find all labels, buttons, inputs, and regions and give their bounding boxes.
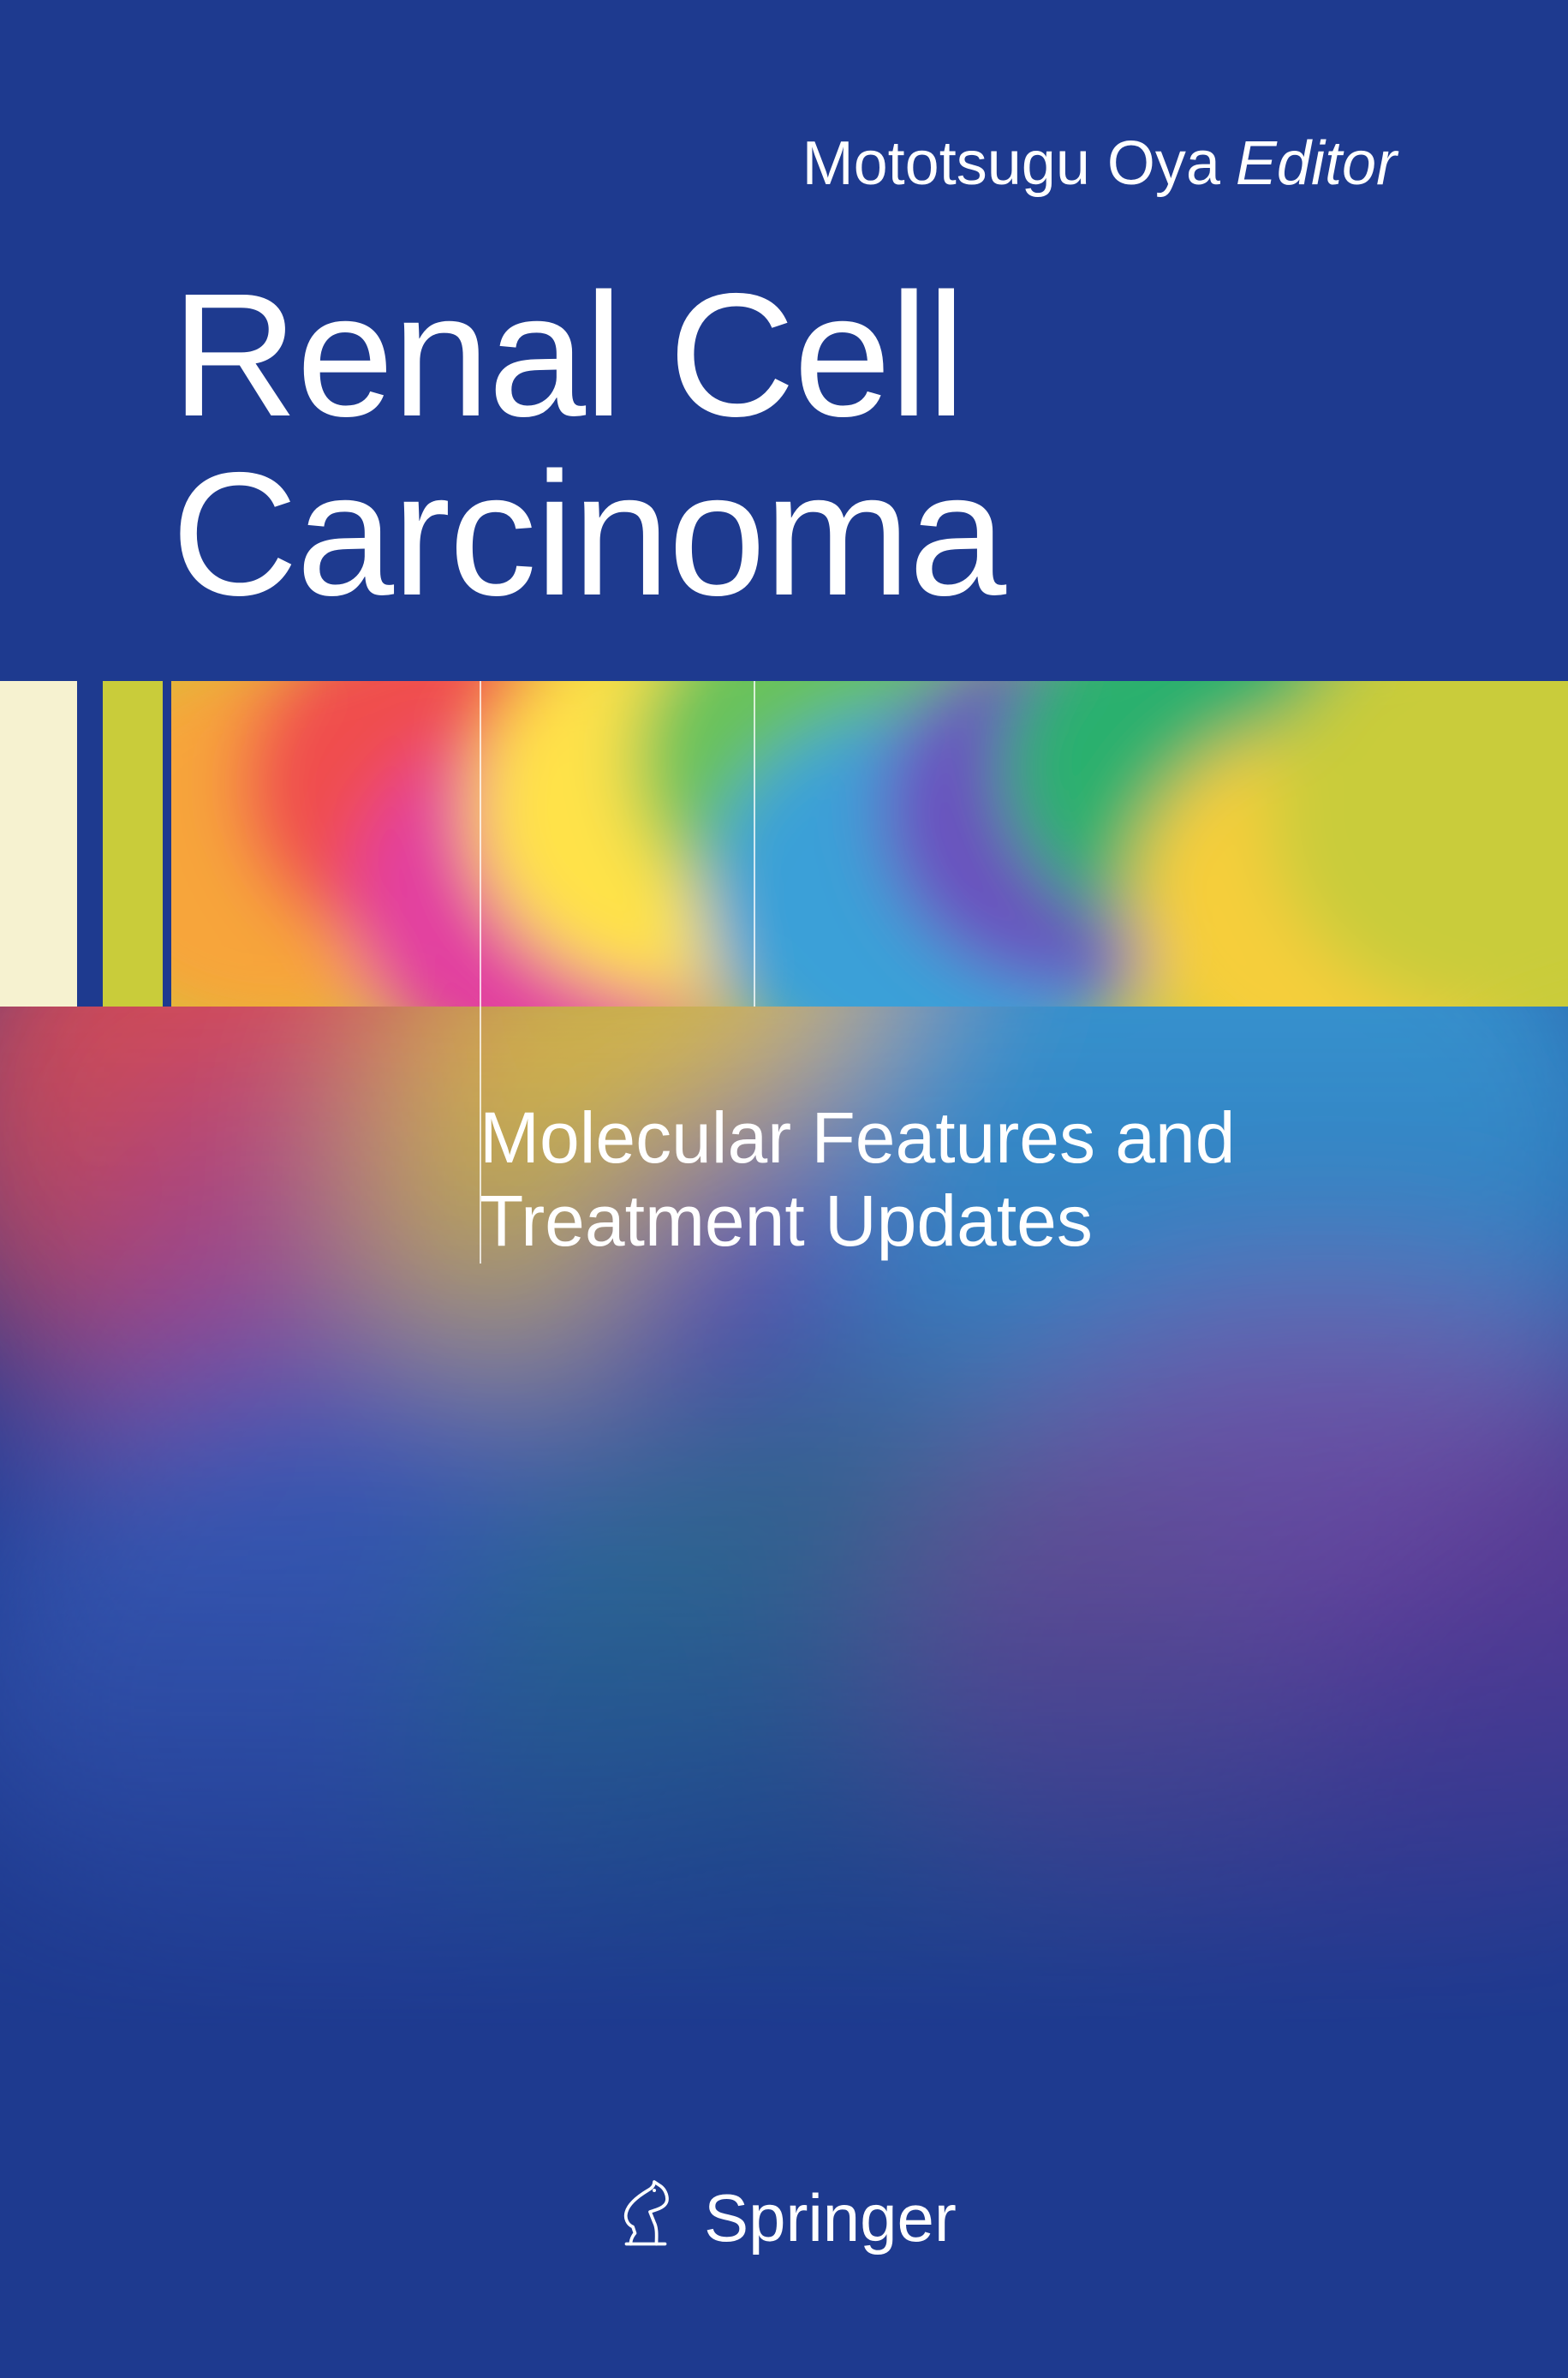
- editor-role: Editor: [1236, 129, 1397, 198]
- book-cover: Mototsugu OyaEditor Renal Cell Carcinoma: [0, 0, 1568, 2378]
- title-line-1: Renal Cell: [171, 266, 1005, 445]
- subtitle-line-1: Molecular Features and: [480, 1096, 1235, 1180]
- publisher-name: Springer: [704, 2179, 957, 2257]
- book-title: Renal Cell Carcinoma: [171, 266, 1005, 624]
- band-tab-olive: [103, 681, 163, 1007]
- editor-byline: Mototsugu OyaEditor: [171, 128, 1397, 199]
- hairline-2: [754, 681, 755, 1007]
- band-tab-cream: [0, 681, 77, 1007]
- art-band: [0, 681, 1568, 1007]
- book-subtitle: Molecular Features and Treatment Updates: [480, 1096, 1235, 1262]
- springer-horse-icon: [611, 2169, 680, 2267]
- subtitle-line-2: Treatment Updates: [480, 1180, 1235, 1263]
- editor-name: Mototsugu Oya: [802, 129, 1220, 198]
- publisher: Springer: [0, 2169, 1568, 2267]
- band-art-svg: [171, 681, 1568, 1007]
- title-line-2: Carcinoma: [171, 445, 1005, 624]
